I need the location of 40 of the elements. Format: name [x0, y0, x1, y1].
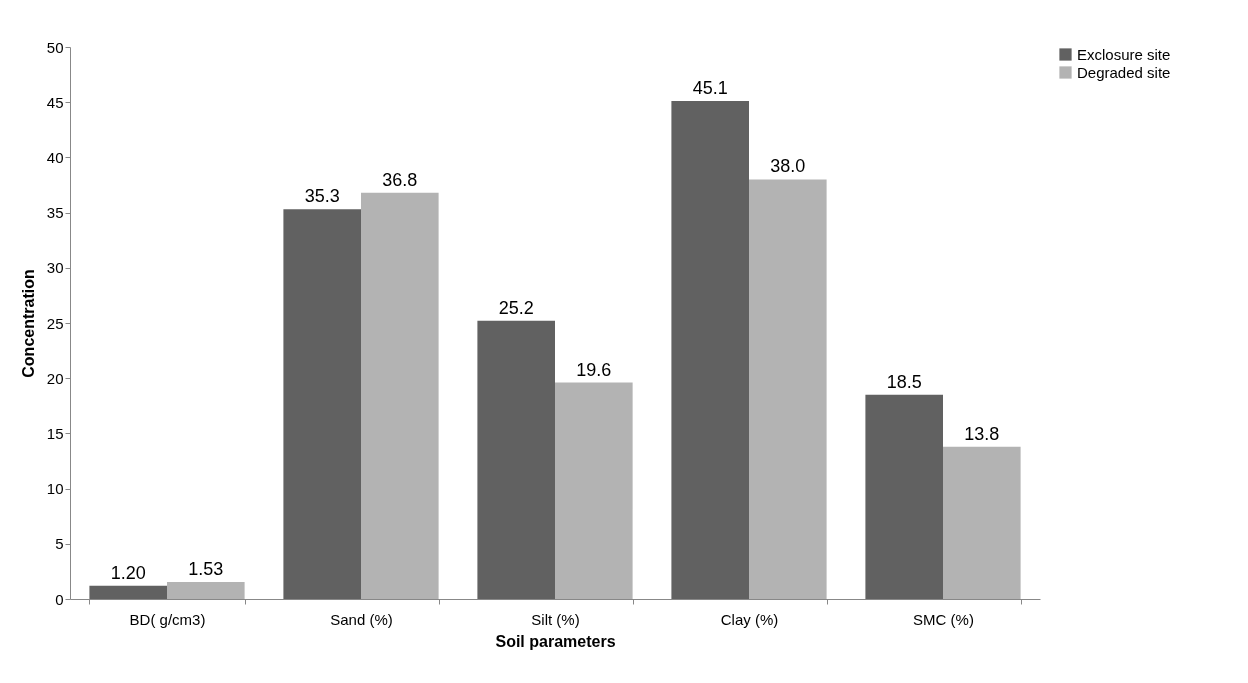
- x-tick-label: BD( g/cm3): [129, 610, 206, 628]
- y-tick-label: 30: [46, 259, 64, 277]
- bar: [89, 585, 167, 599]
- data-label: 36.8: [382, 169, 418, 190]
- data-label: 19.6: [576, 359, 612, 380]
- data-label: 35.3: [304, 186, 340, 207]
- bar: [671, 101, 749, 599]
- bar: [865, 394, 943, 599]
- data-label: 18.5: [886, 371, 922, 392]
- y-tick-label: 20: [46, 369, 64, 387]
- bar: [477, 320, 555, 599]
- bar: [283, 209, 361, 599]
- x-tick-label: Silt (%): [531, 610, 580, 628]
- y-axis-title: Concentration: [19, 269, 37, 378]
- legend-label: Exclosure site: [1077, 45, 1171, 63]
- data-label: 38.0: [770, 156, 806, 177]
- y-tick-label: 45: [46, 93, 64, 111]
- data-label: 1.20: [110, 562, 146, 583]
- bar: [749, 179, 827, 599]
- y-tick-label: 40: [46, 148, 64, 166]
- data-label: 25.2: [498, 297, 534, 318]
- bar: [167, 582, 245, 599]
- y-tick-label: 5: [55, 535, 64, 553]
- y-tick-label: 10: [46, 480, 64, 498]
- data-label: 1.53: [188, 559, 224, 580]
- bar: [361, 192, 439, 599]
- data-label: 45.1: [692, 78, 728, 99]
- y-tick-label: 25: [46, 314, 64, 332]
- legend-label: Degraded site: [1077, 63, 1171, 81]
- y-tick-label: 15: [46, 424, 64, 442]
- data-label: 13.8: [964, 423, 1000, 444]
- x-tick-label: Sand (%): [330, 610, 393, 628]
- x-tick-label: SMC (%): [913, 610, 974, 628]
- bar: [555, 382, 633, 599]
- x-axis-title: Soil parameters: [495, 632, 616, 650]
- y-tick-label: 50: [46, 38, 64, 56]
- y-tick-label: 0: [55, 590, 64, 608]
- bar: [943, 446, 1021, 599]
- y-tick-label: 35: [46, 204, 64, 222]
- x-tick-label: Clay (%): [720, 610, 779, 628]
